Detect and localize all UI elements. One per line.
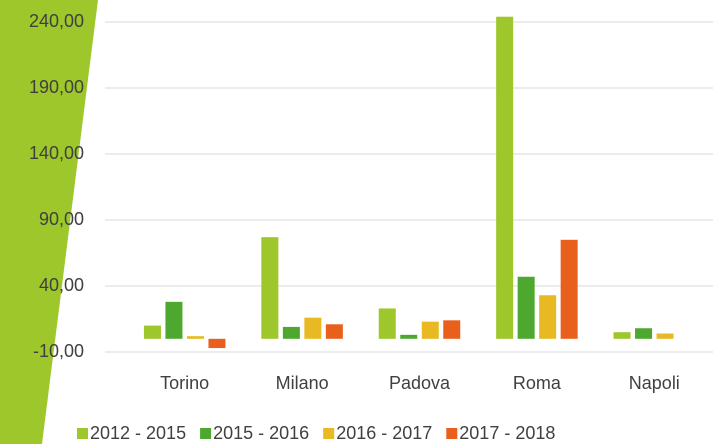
bar: [186, 336, 204, 339]
y-tick-label: 140,00: [29, 143, 84, 163]
bar: [560, 239, 578, 339]
x-tick-label: Roma: [513, 373, 562, 393]
bar: [378, 308, 396, 339]
x-tick-label: Napoli: [629, 373, 680, 393]
y-tick-label: 90,00: [39, 209, 84, 229]
x-tick-label: Torino: [160, 373, 209, 393]
legend-label: 2016 - 2017: [336, 423, 432, 443]
bar: [656, 333, 674, 339]
legend-label: 2015 - 2016: [213, 423, 309, 443]
y-tick-label: 190,00: [29, 77, 84, 97]
x-tick-label: Milano: [276, 373, 329, 393]
bar: [539, 295, 557, 339]
bar: [165, 301, 183, 339]
y-tick-label: -10,00: [33, 341, 84, 361]
y-tick-label: 240,00: [29, 11, 84, 31]
bar: [400, 334, 418, 339]
bar: [208, 338, 226, 349]
bar: [282, 326, 300, 339]
bar: [496, 16, 514, 339]
legend-swatch: [323, 428, 335, 439]
bar: [143, 325, 161, 339]
bar: [261, 237, 279, 339]
bar: [635, 328, 653, 339]
legend-swatch: [77, 428, 88, 439]
bar: [517, 276, 535, 339]
x-tick-label: Padova: [389, 373, 451, 393]
legend-swatch: [200, 428, 212, 439]
legend-label: 2012 - 2015: [90, 423, 186, 443]
bar: [443, 320, 461, 339]
bar: [613, 332, 631, 339]
legend-swatch: [446, 428, 458, 439]
bar: [325, 324, 343, 339]
legend-label: 2017 - 2018: [459, 423, 555, 443]
y-tick-label: 40,00: [39, 275, 84, 295]
bar: [421, 321, 439, 339]
bar: [304, 317, 322, 339]
decoration: [0, 0, 98, 444]
